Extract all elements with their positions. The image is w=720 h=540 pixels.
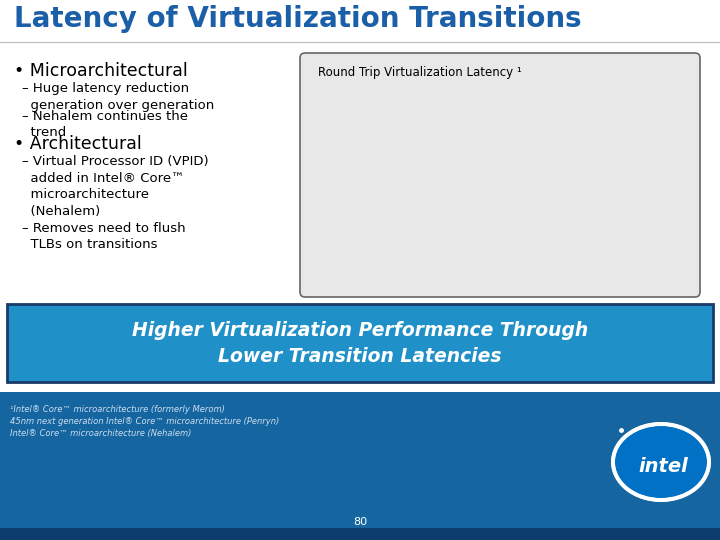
Text: ¹Intel® Core™ microarchitecture (formerly Merom): ¹Intel® Core™ microarchitecture (formerl… [10,405,225,414]
Text: 45nm next generation Intel® Core™ microarchitecture (Penryn): 45nm next generation Intel® Core™ microa… [10,417,279,426]
Ellipse shape [611,422,711,502]
Text: – Removes need to flush
  TLBs on transitions: – Removes need to flush TLBs on transiti… [22,222,186,252]
Text: Latency of Virtualization Transitions: Latency of Virtualization Transitions [14,5,582,33]
Text: – Virtual Processor ID (VPID)
  added in Intel® Core™
  microarchitecture
  (Neh: – Virtual Processor ID (VPID) added in I… [22,155,209,218]
Text: – Huge latency reduction
  generation over generation: – Huge latency reduction generation over… [22,82,215,111]
Bar [0,528,720,540]
Text: Higher Virtualization Performance Through: Higher Virtualization Performance Throug… [132,321,588,340]
Text: • Architectural: • Architectural [14,135,142,153]
Bar [0,392,720,540]
Text: intel: intel [638,456,688,476]
Text: – Nehalem continues the
  trend: – Nehalem continues the trend [22,110,188,139]
Text: Round Trip Virtualization Latency ¹: Round Trip Virtualization Latency ¹ [318,66,522,79]
Text: Lower Transition Latencies: Lower Transition Latencies [218,347,502,366]
Text: 80: 80 [353,517,367,527]
Text: Intel® Core™ microarchitecture (Nehalem): Intel® Core™ microarchitecture (Nehalem) [10,429,192,438]
FancyBboxPatch shape [7,304,713,382]
FancyBboxPatch shape [300,53,700,297]
Ellipse shape [615,426,707,498]
Text: • Microarchitectural: • Microarchitectural [14,62,188,80]
